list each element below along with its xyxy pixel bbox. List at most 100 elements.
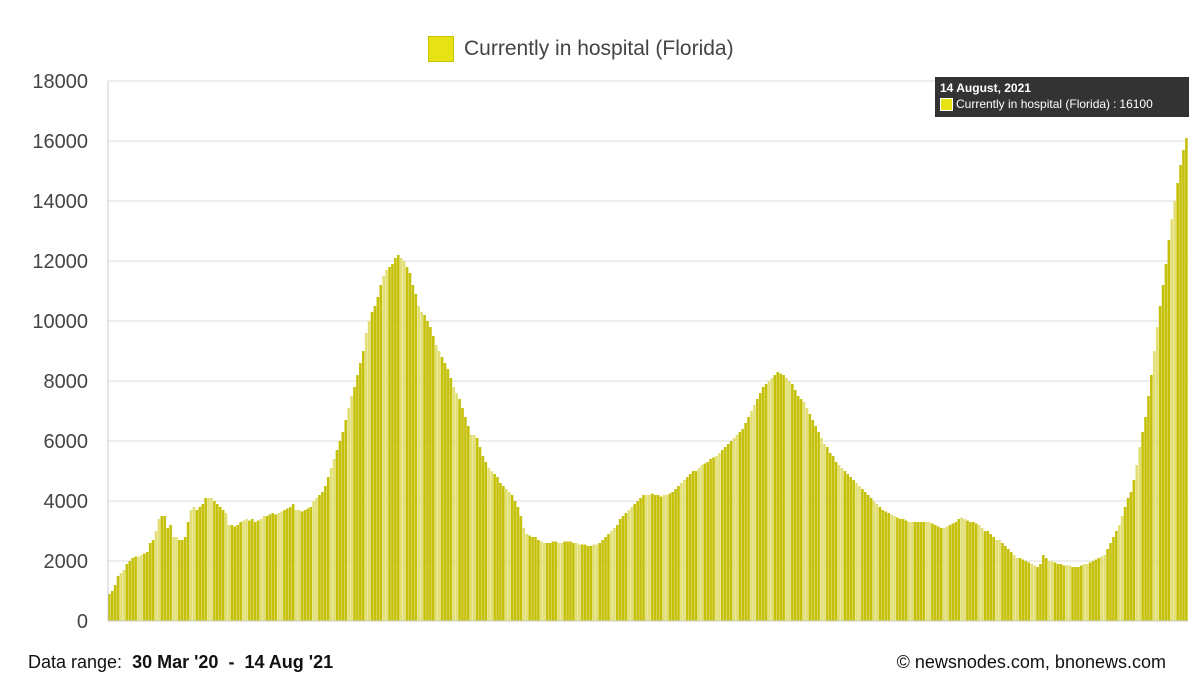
bar[interactable]	[504, 489, 508, 621]
bar[interactable]	[948, 525, 952, 621]
bar[interactable]	[172, 537, 175, 621]
bar[interactable]	[592, 544, 596, 622]
bar[interactable]	[1047, 561, 1051, 621]
bar[interactable]	[630, 507, 634, 621]
bar[interactable]	[353, 387, 356, 621]
bar[interactable]	[239, 522, 242, 621]
bar[interactable]	[1039, 564, 1042, 621]
bar[interactable]	[601, 540, 604, 621]
bar[interactable]	[604, 537, 607, 621]
bar[interactable]	[615, 525, 619, 621]
bar[interactable]	[534, 537, 537, 621]
bar[interactable]	[1164, 264, 1168, 621]
bar[interactable]	[110, 591, 114, 621]
bar[interactable]	[572, 543, 575, 621]
bar[interactable]	[1024, 561, 1028, 621]
bar[interactable]	[1173, 201, 1177, 621]
bar[interactable]	[224, 513, 228, 621]
bar[interactable]	[458, 399, 461, 621]
bar[interactable]	[904, 520, 908, 622]
bar[interactable]	[957, 519, 961, 621]
bar[interactable]	[706, 462, 709, 621]
bar[interactable]	[858, 486, 861, 621]
bar[interactable]	[175, 537, 178, 621]
bar[interactable]	[648, 495, 651, 621]
bar[interactable]	[680, 483, 683, 621]
bar[interactable]	[1036, 567, 1039, 621]
bar[interactable]	[1097, 558, 1101, 621]
bar[interactable]	[826, 447, 829, 621]
bar[interactable]	[218, 507, 222, 621]
bar[interactable]	[761, 387, 765, 621]
bar[interactable]	[1062, 565, 1066, 622]
bar[interactable]	[808, 414, 812, 621]
bar[interactable]	[607, 534, 610, 621]
bar[interactable]	[869, 498, 873, 621]
bar[interactable]	[1115, 531, 1118, 621]
bar[interactable]	[160, 516, 164, 621]
bar[interactable]	[341, 432, 345, 621]
bar[interactable]	[432, 336, 435, 621]
bar[interactable]	[612, 528, 616, 621]
bar[interactable]	[183, 537, 187, 621]
bar[interactable]	[324, 486, 327, 621]
bar[interactable]	[642, 495, 645, 621]
bar[interactable]	[767, 381, 771, 621]
bar[interactable]	[1147, 396, 1150, 621]
bar[interactable]	[113, 585, 117, 621]
bar[interactable]	[245, 519, 248, 621]
bar[interactable]	[1015, 558, 1019, 621]
bar[interactable]	[595, 544, 599, 622]
bar[interactable]	[370, 312, 374, 621]
bar[interactable]	[627, 510, 631, 621]
bar[interactable]	[972, 522, 975, 621]
bar[interactable]	[893, 516, 896, 621]
bar[interactable]	[1001, 543, 1004, 621]
bar[interactable]	[291, 504, 295, 621]
bar[interactable]	[925, 522, 928, 621]
bar[interactable]	[969, 522, 972, 621]
bar[interactable]	[1004, 546, 1007, 621]
bar[interactable]	[843, 471, 847, 621]
bar[interactable]	[189, 510, 193, 621]
bar[interactable]	[995, 540, 998, 621]
bar[interactable]	[928, 522, 931, 621]
bar[interactable]	[566, 541, 569, 622]
bar[interactable]	[537, 540, 540, 621]
bar[interactable]	[303, 510, 307, 621]
bar[interactable]	[288, 507, 292, 621]
bar[interactable]	[709, 459, 712, 621]
bar[interactable]	[461, 408, 464, 621]
bar[interactable]	[1103, 555, 1106, 621]
bar[interactable]	[770, 378, 774, 621]
bar[interactable]	[846, 474, 850, 621]
bar[interactable]	[861, 489, 864, 621]
bar[interactable]	[662, 495, 666, 621]
bar[interactable]	[840, 468, 844, 621]
bar[interactable]	[890, 514, 893, 622]
bar[interactable]	[998, 540, 1001, 621]
bar[interactable]	[493, 474, 496, 621]
bar[interactable]	[624, 513, 628, 621]
bar[interactable]	[265, 516, 269, 621]
bar[interactable]	[753, 405, 756, 621]
bar[interactable]	[373, 306, 377, 621]
bar[interactable]	[1044, 558, 1048, 621]
bar[interactable]	[429, 327, 432, 621]
bar[interactable]	[828, 453, 832, 621]
bar[interactable]	[180, 540, 184, 621]
bar[interactable]	[251, 519, 254, 621]
bar[interactable]	[866, 495, 870, 621]
bar[interactable]	[936, 526, 940, 622]
bar[interactable]	[931, 523, 934, 622]
bar[interactable]	[1021, 559, 1025, 622]
bar[interactable]	[411, 285, 415, 621]
bar[interactable]	[872, 501, 876, 621]
bar[interactable]	[875, 504, 879, 621]
bar[interactable]	[1123, 507, 1127, 621]
bar-series[interactable]	[108, 138, 1188, 621]
bar[interactable]	[1080, 565, 1083, 622]
bar[interactable]	[1170, 219, 1174, 621]
bar[interactable]	[391, 264, 394, 621]
bar[interactable]	[216, 504, 219, 621]
